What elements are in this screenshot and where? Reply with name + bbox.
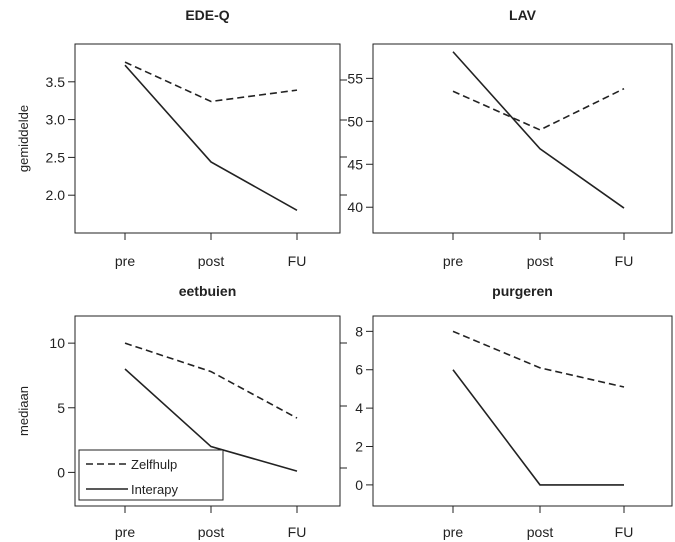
x-tick-label: post: [527, 524, 554, 540]
y-tick-label: 55: [347, 70, 363, 86]
series-line-interapy: [452, 369, 624, 486]
x-tick-label: pre: [443, 253, 463, 269]
legend: Zelfhulp Interapy: [78, 449, 224, 501]
series-line-interapy: [124, 368, 298, 472]
x-tick-label: pre: [115, 253, 135, 269]
series-line-zelfhulp: [452, 330, 625, 388]
plot-frame: [74, 315, 341, 507]
y-tick-label: 6: [355, 362, 363, 378]
legend-label: Interapy: [131, 482, 178, 497]
panel-2: LAV 40 45 50 55 pre post FU: [347, 7, 673, 269]
panel-1: EDE-Q 2.0 2.5 3.0 3.5 pre post FU gemiddelde: [16, 7, 347, 269]
series-line-zelfhulp: [124, 61, 298, 103]
y-tick-label: 2.0: [46, 187, 66, 203]
x-tick-label: post: [198, 524, 225, 540]
y-tick-label: 10: [49, 335, 65, 351]
y-tick-label: 40: [347, 199, 363, 215]
panel-title: EDE-Q: [185, 7, 229, 23]
y-tick-label: 5: [57, 400, 65, 416]
y-axis-label: mediaan: [16, 386, 31, 436]
plot-frame: [372, 315, 673, 507]
panel-title: purgeren: [492, 283, 553, 299]
x-tick-label: post: [198, 253, 225, 269]
y-tick-label: 4: [355, 400, 363, 416]
y-tick-label: 3.5: [46, 74, 66, 90]
y-axis-label: gemiddelde: [16, 105, 31, 172]
y-tick-label: 2.5: [46, 149, 66, 165]
x-tick-label: pre: [115, 524, 135, 540]
plot-frame: [372, 43, 673, 234]
y-tick-label: 8: [355, 323, 363, 339]
series-line-interapy: [124, 64, 298, 212]
panel-3: eetbuien 0 5 10 pre post FU mediaan: [16, 283, 347, 540]
y-tick-label: 0: [355, 477, 363, 493]
x-tick-label: post: [527, 253, 554, 269]
x-tick-label: FU: [615, 253, 634, 269]
y-tick-label: 50: [347, 113, 363, 129]
plot-frame: [74, 43, 341, 234]
series-line-interapy: [452, 51, 625, 209]
panel-4: purgeren 0 2 4 6 8 pre post FU: [355, 283, 673, 540]
y-tick-label: 45: [347, 156, 363, 172]
panel-title: LAV: [509, 7, 537, 23]
x-tick-label: pre: [443, 524, 463, 540]
y-tick-label: 3.0: [46, 112, 66, 128]
legend-box: [78, 449, 224, 501]
series-line-zelfhulp: [124, 342, 298, 419]
legend-label: Zelfhulp: [131, 457, 177, 472]
y-tick-label: 2: [355, 439, 363, 455]
panel-title: eetbuien: [179, 283, 237, 299]
series-line-zelfhulp: [452, 87, 625, 131]
x-tick-label: FU: [615, 524, 634, 540]
x-tick-label: FU: [288, 524, 307, 540]
x-tick-label: FU: [288, 253, 307, 269]
y-tick-label: 0: [57, 464, 65, 480]
